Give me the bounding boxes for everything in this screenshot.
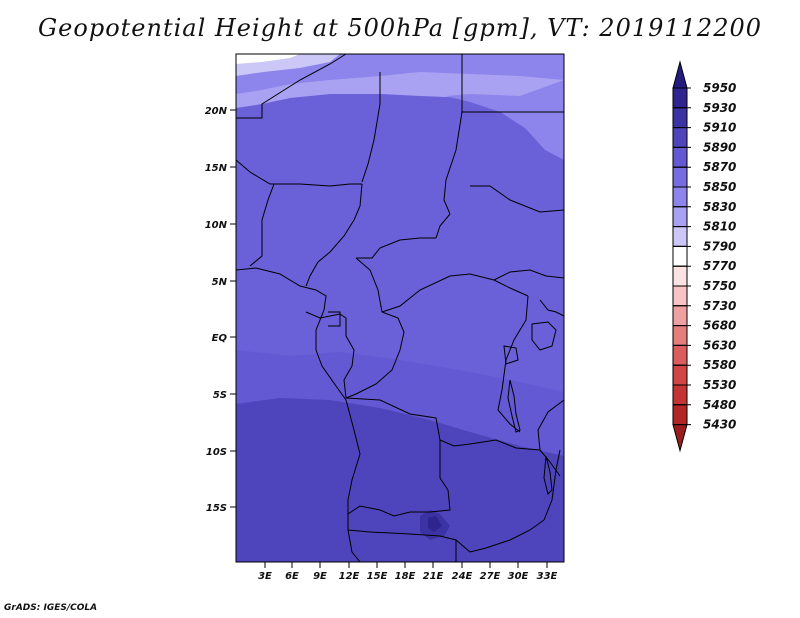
- lon-label: 33E: [537, 571, 558, 582]
- colorbar-swatch: [672, 325, 688, 346]
- colorbar-label: 5480: [703, 398, 736, 412]
- country-borders: [235, 53, 565, 563]
- map-frame: [235, 53, 565, 563]
- colorbar-label: 5850: [703, 180, 736, 194]
- border-car-drc: [381, 273, 529, 313]
- colorbar-swatch: [672, 166, 688, 188]
- border-niger-south: [235, 159, 362, 187]
- border-gabon: [305, 311, 347, 319]
- lat-label: 5N: [212, 277, 228, 288]
- colorbar-swatch: [672, 404, 688, 426]
- border-zambia-east: [469, 439, 561, 477]
- colorbar-swatch: [672, 127, 688, 148]
- lon-label: 6E: [285, 571, 299, 582]
- colorbar-swatch: [672, 206, 688, 228]
- colorbar-label: 5950: [703, 81, 736, 95]
- colorbar-swatch: [672, 87, 688, 109]
- colorbar: 5950 5930 5910 5890 5870 5850 5830 5810 5790 5770…: [672, 60, 736, 453]
- lon-label: 12E: [339, 571, 360, 582]
- height-contour-fills: [236, 54, 564, 562]
- map-fill-5890: [236, 398, 564, 562]
- map-fill-5830-north: [236, 54, 564, 94]
- border-chad-car: [356, 237, 436, 259]
- colorbar-swatch: [672, 305, 688, 327]
- lake-victoria: [531, 321, 557, 351]
- border-south-sudan: [470, 185, 565, 213]
- colorbar-label: 5750: [703, 279, 736, 293]
- border-drc-west: [345, 311, 405, 399]
- colorbar-swatch: [672, 364, 688, 386]
- colorbar-swatch: [672, 285, 688, 307]
- colorbar-swatch: [672, 146, 688, 168]
- colorbar-label: 5930: [703, 101, 736, 115]
- border-tanzania: [537, 399, 565, 451]
- border-cameroon-car: [355, 257, 383, 313]
- colorbar-label: 5910: [703, 121, 736, 135]
- colorbar-swatch: [672, 265, 688, 287]
- lon-label: 24E: [452, 571, 473, 582]
- colorbar-label: 5830: [703, 200, 736, 214]
- border-mozambique: [543, 449, 561, 521]
- colorbar-swatch: [672, 226, 688, 247]
- colorbar-cap-bottom: [672, 424, 688, 453]
- lon-label: 3E: [258, 571, 272, 582]
- lat-label: 20N: [205, 106, 228, 117]
- lake-tanganyika: [507, 379, 521, 433]
- colorbar-label: 5680: [703, 319, 736, 333]
- lon-label: 21E: [423, 571, 444, 582]
- border-uganda-kenya: [539, 299, 565, 317]
- lon-label: 18E: [395, 571, 416, 582]
- lat-label: 15N: [205, 163, 228, 174]
- latitude-axis: 20N 15N 10N 5N EQ 5S 10S 15S: [205, 106, 236, 514]
- border-drc-east: [497, 295, 529, 433]
- lat-label: 5S: [213, 390, 227, 401]
- border-algeria-libya: [236, 53, 347, 119]
- border-namibia: [347, 519, 545, 553]
- colorbar-label: 5810: [703, 220, 736, 234]
- border-chad-sudan: [435, 111, 463, 239]
- lat-label: EQ: [212, 333, 228, 344]
- border-south-sudan-lower: [493, 269, 565, 281]
- border-congo: [343, 318, 355, 399]
- longitude-axis: 3E 6E 9E 12E 15E 18E 21E 24E 27E 30E 33E: [258, 562, 558, 582]
- map-fill-5830-east: [445, 80, 564, 160]
- lon-label: 15E: [367, 571, 388, 582]
- lake-malawi: [543, 455, 553, 495]
- colorbar-swatch: [672, 245, 688, 267]
- lat-label: 10N: [205, 220, 228, 231]
- border-drc-angola: [345, 397, 471, 447]
- colorbar-label: 5890: [703, 140, 736, 154]
- grads-credit: GrADS: IGES/COLA: [4, 603, 98, 613]
- colorbar-label: 5530: [703, 378, 736, 392]
- map-fill-5930: [428, 516, 442, 532]
- chart-title: Geopotential Height at 500hPa [gpm], VT:…: [38, 14, 762, 42]
- border-nigeria-benin: [249, 183, 275, 267]
- colorbar-cap-top: [672, 60, 688, 89]
- border-burundi: [503, 345, 519, 365]
- lat-label: 10S: [206, 447, 227, 458]
- border-libya-chad: [361, 72, 381, 183]
- lat-label: 15S: [206, 503, 227, 514]
- colorbar-swatch: [672, 107, 688, 129]
- border-nigeria-cameroon: [305, 183, 363, 287]
- lon-label: 27E: [480, 571, 501, 582]
- colorbar-label: 5580: [703, 358, 736, 372]
- colorbar-label: 5790: [703, 239, 736, 253]
- lon-label: 9E: [313, 571, 327, 582]
- map-fill-5770: [236, 54, 300, 64]
- colorbar-label: 5430: [703, 418, 736, 432]
- colorbar-label: 5770: [703, 259, 736, 273]
- coast-west-africa: [235, 267, 361, 563]
- colorbar-label: 5730: [703, 299, 736, 313]
- colorbar-label: 5630: [703, 338, 736, 352]
- colorbar-swatch: [672, 186, 688, 208]
- border-angola-zambia: [347, 440, 451, 530]
- colorbar-label: 5870: [703, 160, 736, 174]
- colorbar-swatch: [672, 344, 688, 366]
- border-eq-guinea: [328, 311, 341, 327]
- colorbar-swatch: [672, 384, 688, 406]
- lon-label: 30E: [508, 571, 529, 582]
